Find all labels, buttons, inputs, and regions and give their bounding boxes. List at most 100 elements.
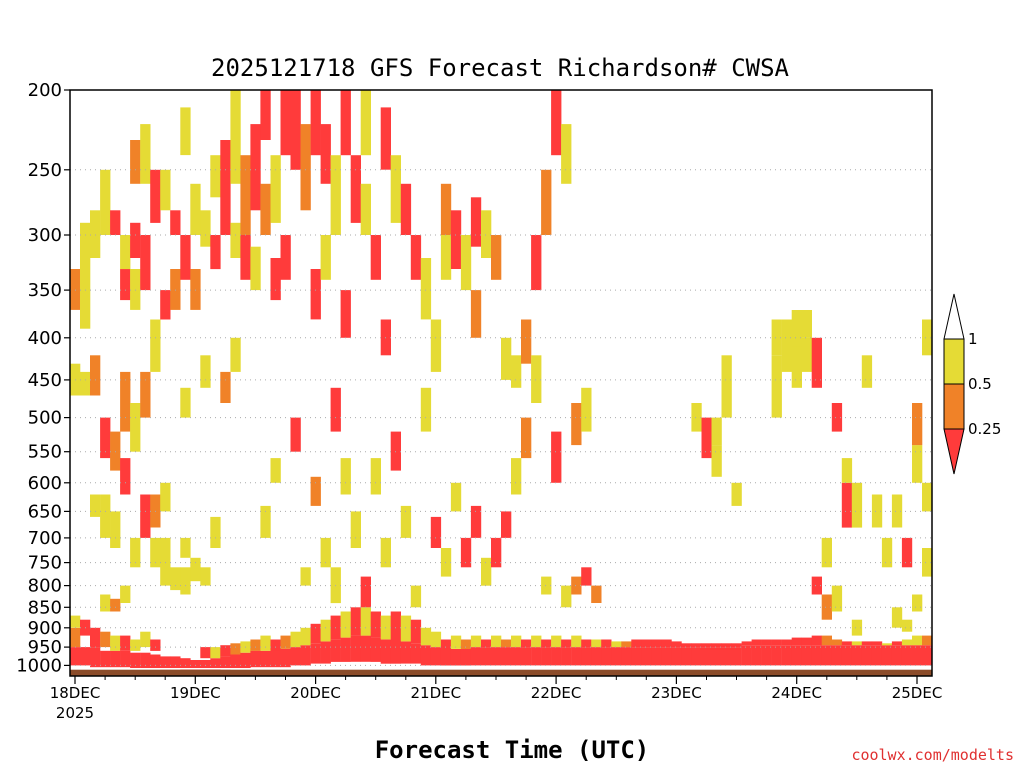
heatmap-cell	[110, 635, 121, 651]
heatmap-cell	[801, 645, 812, 666]
heatmap-cell	[621, 647, 632, 666]
heatmap-cell	[410, 643, 422, 664]
heatmap-cell	[130, 652, 141, 669]
heatmap-cell	[701, 643, 712, 648]
x-tick-label: 22DEC	[531, 684, 582, 702]
heatmap-cell	[80, 222, 91, 269]
heatmap-cell	[320, 537, 331, 568]
y-tick-label: 250	[28, 160, 62, 181]
heatmap-cell	[270, 649, 281, 668]
heatmap-cell	[140, 631, 151, 648]
heatmap-cell	[470, 197, 482, 247]
heatmap-cell	[831, 403, 843, 432]
heatmap-cell	[200, 210, 211, 247]
heatmap-cell	[310, 269, 321, 320]
heatmap-cell	[210, 647, 221, 659]
heatmap-cell	[671, 641, 682, 648]
heatmap-cell	[891, 645, 903, 666]
heatmap-cell	[330, 387, 341, 432]
colorbar-label: 1	[968, 330, 978, 348]
heatmap-cell	[340, 611, 351, 638]
heatmap-cell	[150, 319, 161, 372]
heatmap-cell	[340, 637, 351, 662]
heatmap-cell	[220, 371, 231, 403]
heatmap-cell	[160, 656, 171, 670]
heatmap-cell	[140, 652, 151, 669]
heatmap-cell	[541, 169, 552, 235]
heatmap-cell	[571, 635, 582, 648]
heatmap-cell	[330, 155, 341, 235]
heatmap-cell	[491, 635, 502, 648]
y-tick-label: 800	[28, 576, 62, 597]
heatmap-cell	[110, 210, 121, 235]
heatmap-cell	[470, 505, 482, 538]
y-tick-label: 300	[28, 225, 62, 246]
heatmap-cell	[861, 641, 873, 646]
heatmap-cell	[310, 90, 321, 156]
heatmap-cell	[370, 458, 381, 495]
heatmap-cell	[320, 641, 331, 664]
x-tick-label: 24DEC	[771, 684, 822, 702]
x-tick-label: 21DEC	[411, 684, 462, 702]
heatmap-cell	[170, 210, 181, 235]
heatmap-cell	[420, 627, 432, 646]
heatmap-cell	[110, 511, 121, 548]
y-tick-label: 850	[28, 597, 62, 618]
heatmap-cell	[912, 594, 923, 612]
heatmap-cell	[430, 516, 442, 548]
heatmap-cell	[220, 140, 231, 235]
colorbar-band	[943, 338, 965, 385]
heatmap-cell	[180, 658, 191, 671]
heatmap-cell	[390, 155, 401, 223]
heatmap-cell	[90, 647, 101, 668]
heatmap-cell	[310, 476, 321, 506]
heatmap-cell	[912, 635, 923, 646]
heatmap-cell	[100, 417, 111, 459]
y-tick-label: 700	[28, 528, 62, 549]
heatmap-cell	[541, 576, 552, 595]
heatmap-cell	[250, 246, 261, 291]
heatmap-cell	[571, 647, 582, 666]
heatmap-cell	[861, 355, 873, 388]
terrain-fill	[70, 669, 932, 676]
heatmap-cell	[90, 355, 101, 396]
heatmap-cell	[160, 482, 171, 512]
heatmap-cell	[891, 607, 903, 628]
heatmap-cell	[200, 355, 211, 388]
heatmap-cell	[430, 647, 442, 666]
heatmap-cell	[551, 90, 562, 156]
heatmap-cell	[380, 107, 391, 170]
heatmap-cell	[190, 183, 201, 235]
heatmap-cell	[922, 548, 933, 577]
heatmap-cell	[430, 631, 442, 648]
heatmap-cell	[741, 641, 752, 646]
heatmap-cell	[481, 557, 492, 586]
y-axis: 200 250 300 350 400 450 500 550 600 650 700 7508008…	[16, 80, 70, 676]
heatmap-cell	[561, 585, 572, 608]
heatmap-cell	[120, 650, 131, 668]
heatmap-cell	[280, 649, 291, 668]
heatmap-cell	[280, 90, 291, 156]
heatmap-cell	[360, 90, 371, 156]
heatmap-cell	[110, 650, 121, 668]
x-tick-label: 19DEC	[170, 684, 221, 702]
heatmap-cell	[881, 537, 893, 568]
heatmap-cell	[881, 643, 893, 646]
heatmap-cell	[912, 645, 923, 666]
heatmap-cell	[912, 403, 923, 446]
heatmap-cell	[160, 169, 171, 211]
y-tick-label: 400	[28, 328, 62, 349]
colorbar-top-arrow	[943, 293, 965, 340]
heatmap-cell	[230, 337, 241, 372]
heatmap-cell	[420, 387, 432, 432]
heatmap-cell	[771, 645, 782, 666]
y-tick-label: 950	[28, 637, 62, 658]
heatmap-cell	[511, 458, 522, 495]
heatmap-cell	[841, 645, 853, 666]
heatmap-cell	[290, 417, 301, 452]
heatmap-cell	[831, 585, 843, 612]
heatmap-cell	[100, 494, 111, 538]
heatmap-cell	[721, 355, 732, 418]
heatmap-cell	[551, 647, 562, 666]
